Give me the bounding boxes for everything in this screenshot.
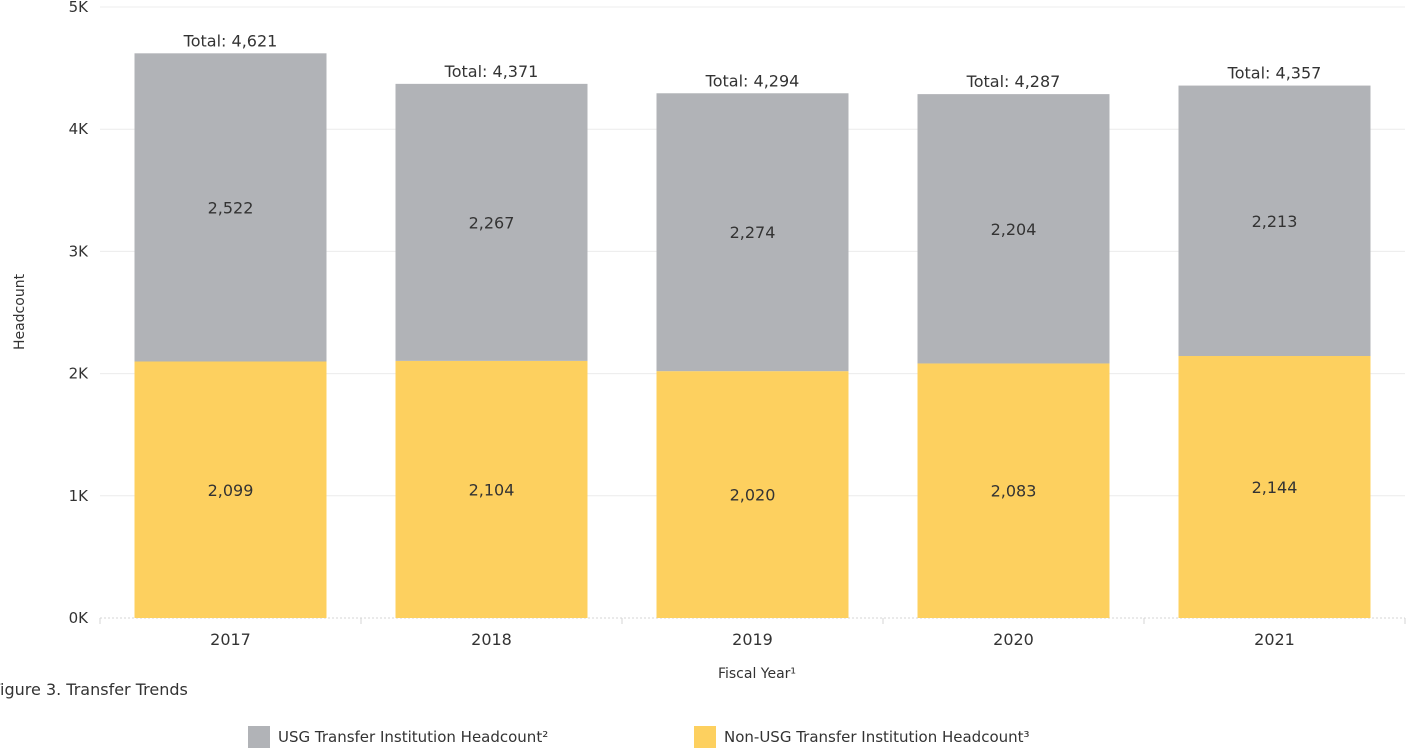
chart-legend: USG Transfer Institution Headcount² Non-… <box>0 726 1413 748</box>
bar-non-usg <box>917 363 1110 618</box>
data-label-non-usg: 2,099 <box>208 481 254 500</box>
legend-item-non-usg: Non-USG Transfer Institution Headcount³ <box>694 726 1030 748</box>
total-label: Total: 4,621 <box>183 31 278 50</box>
data-label-non-usg: 2,020 <box>730 486 776 505</box>
data-label-usg: 2,204 <box>991 220 1037 239</box>
bar-non-usg <box>1178 356 1371 618</box>
bar-usg <box>134 53 327 362</box>
legend-item-usg: USG Transfer Institution Headcount² <box>248 726 548 748</box>
y-axis-title: Headcount <box>12 273 28 350</box>
y-tick-label: 4K <box>69 120 90 138</box>
legend-label-non-usg: Non-USG Transfer Institution Headcount³ <box>724 728 1030 746</box>
figure-caption: Figure 3. Transfer Trends <box>0 680 188 699</box>
bar-usg <box>917 94 1110 364</box>
y-tick-label: 2K <box>69 365 90 383</box>
legend-swatch-non-usg <box>694 726 716 748</box>
y-tick-label: 0K <box>69 609 90 627</box>
data-label-usg: 2,522 <box>208 198 254 217</box>
data-label-non-usg: 2,144 <box>1252 478 1298 497</box>
bar-non-usg <box>395 360 588 618</box>
x-tick-label: 2017 <box>210 630 251 649</box>
legend-swatch-usg <box>248 726 270 748</box>
total-label: Total: 4,357 <box>1227 64 1322 83</box>
data-label-non-usg: 2,104 <box>469 480 515 499</box>
data-label-usg: 2,213 <box>1252 212 1298 231</box>
x-tick-label: 2019 <box>732 630 773 649</box>
transfer-trends-chart: 0K 1K 2K 3K 4K 5K 2,099 2,522 Total: 4,621 2017 2,… <box>12 0 1406 682</box>
data-label-usg: 2,274 <box>730 223 776 242</box>
bar-usg <box>1178 85 1371 357</box>
x-tick-label: 2020 <box>993 630 1034 649</box>
bar-non-usg <box>656 371 849 618</box>
y-tick-label: 3K <box>69 242 90 260</box>
bar-non-usg <box>134 361 327 618</box>
y-tick-label: 5K <box>69 0 90 16</box>
data-label-non-usg: 2,083 <box>991 482 1037 501</box>
bar-usg <box>656 93 849 372</box>
legend-label-usg: USG Transfer Institution Headcount² <box>278 728 549 746</box>
total-label: Total: 4,287 <box>966 72 1061 91</box>
x-tick-label: 2021 <box>1254 630 1295 649</box>
x-axis-title: Fiscal Year¹ <box>718 666 796 682</box>
x-tick-label: 2018 <box>471 630 512 649</box>
bar-usg <box>395 83 588 361</box>
total-label: Total: 4,371 <box>444 62 539 81</box>
data-label-usg: 2,267 <box>469 213 515 232</box>
y-tick-label: 1K <box>69 487 90 505</box>
total-label: Total: 4,294 <box>705 71 800 90</box>
